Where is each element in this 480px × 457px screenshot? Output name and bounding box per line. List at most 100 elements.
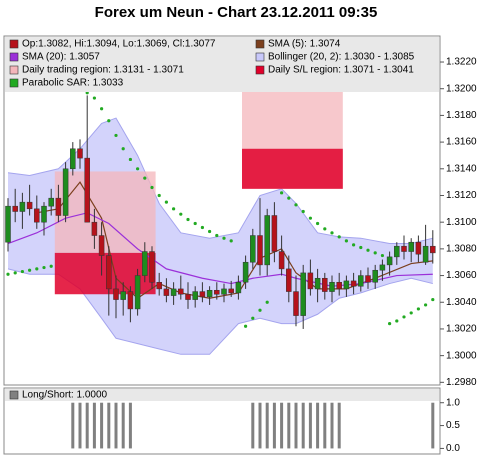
sar-dot (193, 221, 197, 226)
candle-body (156, 281, 162, 290)
legend-label: Op:1.3082, Hi:1.3094, Lo:1.3069, Cl:1.30… (22, 39, 216, 50)
bar (258, 402, 262, 449)
candle-body (77, 148, 83, 159)
candle-body (401, 245, 407, 252)
candle-body (214, 289, 220, 295)
candle-body (307, 272, 314, 290)
sar-dot (208, 229, 212, 234)
bar (107, 402, 111, 449)
sar-dot (200, 225, 204, 230)
y-tick-label: 1.3000 (446, 350, 477, 361)
sar-dot (301, 209, 305, 214)
y-tick-label: 1.3120 (446, 190, 477, 201)
legend-label: SMA (5): 1.3074 (268, 39, 341, 50)
candle-body (163, 288, 170, 296)
candle-body (257, 235, 263, 266)
sar-dot (287, 196, 291, 200)
y-tick-label: 1.3160 (446, 137, 477, 148)
y-tick-label: 1.3060 (446, 270, 477, 281)
legend-label: Long/Short: 1.0000 (22, 390, 108, 401)
legend-label: SMA (20): 1.3057 (22, 52, 100, 63)
sar-dot (409, 311, 413, 315)
candle-body (113, 288, 119, 300)
candle-body (170, 288, 177, 296)
candle-body (314, 277, 321, 290)
candle-body (26, 201, 33, 210)
sar-dot (150, 185, 154, 190)
candle-body (70, 148, 76, 170)
candle-body (271, 215, 278, 252)
y-tick-label: 0.5 (446, 420, 460, 431)
sl-region (54, 252, 156, 295)
bar (92, 402, 96, 449)
sar-dot (229, 239, 233, 243)
sar-dot (373, 251, 377, 255)
sar-dot (265, 300, 269, 304)
sar-dot (337, 235, 341, 239)
legend-swatch (9, 390, 19, 400)
candle-body (41, 205, 47, 223)
sar-dot (323, 227, 327, 231)
sar-dot (100, 107, 104, 111)
sar-dot (344, 239, 348, 243)
sar-dot (20, 269, 24, 274)
sar-dot (395, 319, 399, 323)
sar-dot (380, 253, 384, 258)
sar-dot (258, 308, 262, 312)
legend-swatch (255, 52, 265, 62)
sar-dot (179, 212, 183, 216)
bar (100, 402, 104, 449)
sar-dot (114, 133, 118, 138)
candle-body (149, 251, 155, 283)
legend-swatch (9, 52, 19, 62)
legend-swatch (255, 39, 265, 49)
candle-body (250, 235, 256, 263)
sar-dot (13, 271, 17, 275)
sar-dot (164, 200, 168, 204)
candle-body (293, 291, 299, 316)
candle-body (221, 288, 227, 295)
trading-region (54, 171, 156, 253)
candle-body (336, 281, 342, 290)
candle-body (228, 288, 234, 294)
sar-dot (157, 193, 161, 198)
legend-swatch (9, 39, 19, 49)
bar (323, 402, 327, 449)
legend-label: Parabolic SAR: 1.3033 (22, 78, 124, 89)
sar-dot (121, 147, 125, 151)
bar (71, 402, 75, 449)
sar-dot (172, 207, 176, 211)
bar (337, 402, 341, 449)
candle-body (91, 221, 98, 236)
candle-body (372, 269, 378, 283)
candle-body (394, 245, 400, 258)
sar-dot (28, 268, 32, 272)
main-plot (5, 38, 436, 355)
y-tick-label: 1.3100 (446, 217, 477, 228)
candle-body (264, 215, 270, 266)
candle-body (286, 268, 292, 292)
bar (251, 402, 255, 449)
sar-dot (42, 265, 46, 270)
sar-dot (222, 236, 226, 240)
candle-body (350, 280, 357, 287)
sar-dot (244, 324, 248, 328)
sar-dot (294, 203, 298, 207)
candle-body (300, 272, 306, 316)
bar (280, 402, 284, 449)
bar (308, 402, 312, 449)
sar-dot (402, 315, 406, 319)
sar-dot (424, 303, 428, 307)
legend-box (5, 37, 439, 92)
sar-dot (107, 119, 111, 123)
candle-body (206, 289, 213, 298)
bar (265, 402, 269, 449)
y-tick-label: 1.3020 (446, 324, 477, 335)
sar-dot (308, 216, 312, 220)
candle-body (379, 264, 386, 271)
candle-body (242, 261, 249, 283)
sar-dot (359, 245, 363, 250)
sar-dot (366, 248, 370, 252)
candle-body (430, 245, 436, 254)
sar-dot (215, 233, 219, 238)
